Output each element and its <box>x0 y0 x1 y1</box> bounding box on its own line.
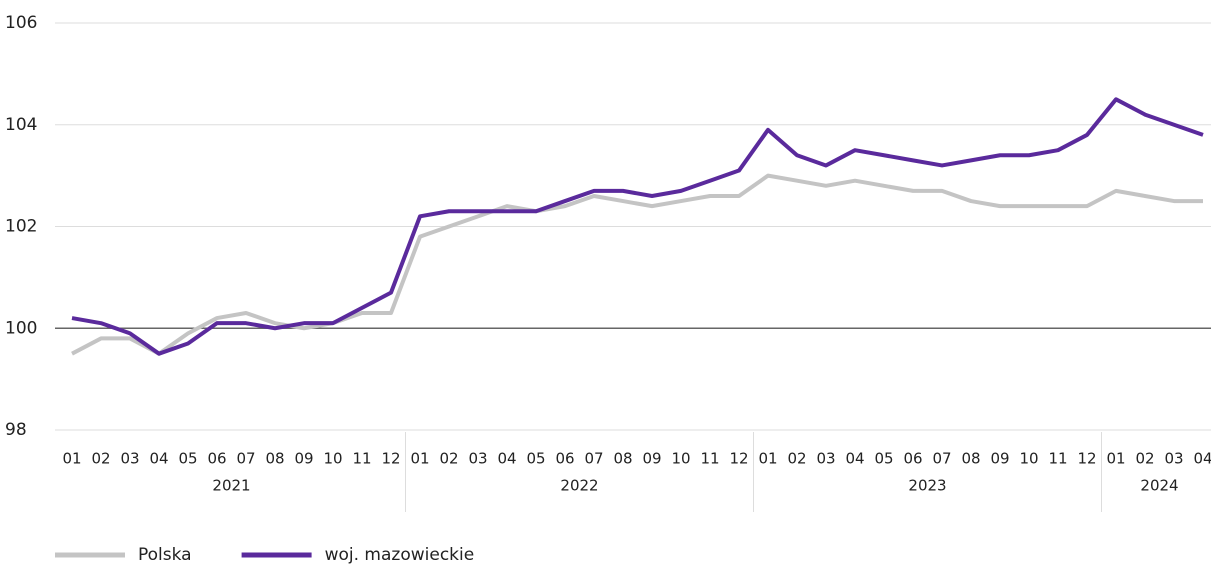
year-label: 2023 <box>908 477 946 495</box>
x-tick-label: 03 <box>120 450 139 468</box>
x-tick-label: 06 <box>207 450 226 468</box>
x-tick-label: 02 <box>91 450 110 468</box>
x-tick-label: 06 <box>903 450 922 468</box>
x-tick-label: 04 <box>845 450 864 468</box>
x-tick-label: 12 <box>729 450 748 468</box>
x-tick-label: 07 <box>236 450 255 468</box>
x-tick-label: 04 <box>1193 450 1211 468</box>
legend-label: Polska <box>138 545 192 564</box>
y-tick-label: 100 <box>5 318 37 338</box>
x-tick-label: 02 <box>439 450 458 468</box>
legend-label: woj. mazowieckie <box>325 545 475 564</box>
year-label: 2021 <box>212 477 250 495</box>
y-tick-label: 104 <box>5 115 37 135</box>
x-tick-label: 04 <box>497 450 516 468</box>
x-tick-label: 09 <box>642 450 661 468</box>
x-tick-label: 02 <box>787 450 806 468</box>
year-label: 2022 <box>560 477 598 495</box>
x-tick-label: 01 <box>410 450 429 468</box>
y-tick-label: 102 <box>5 217 37 237</box>
x-tick-label: 11 <box>700 450 719 468</box>
x-tick-label: 08 <box>265 450 284 468</box>
x-tick-label: 08 <box>613 450 632 468</box>
x-tick-label: 06 <box>555 450 574 468</box>
x-tick-label: 10 <box>323 450 342 468</box>
x-tick-label: 01 <box>1106 450 1125 468</box>
x-tick-label: 03 <box>816 450 835 468</box>
x-tick-label: 03 <box>468 450 487 468</box>
x-tick-label: 07 <box>584 450 603 468</box>
x-tick-label: 04 <box>149 450 168 468</box>
x-tick-label: 07 <box>932 450 951 468</box>
y-tick-label: 98 <box>5 420 27 440</box>
x-tick-label: 05 <box>526 450 545 468</box>
x-tick-label: 12 <box>1077 450 1096 468</box>
x-tick-label: 10 <box>1019 450 1038 468</box>
x-tick-label: 05 <box>178 450 197 468</box>
x-tick-label: 03 <box>1164 450 1183 468</box>
x-tick-label: 01 <box>62 450 81 468</box>
year-label: 2024 <box>1140 477 1178 495</box>
x-tick-label: 10 <box>671 450 690 468</box>
x-tick-label: 05 <box>874 450 893 468</box>
x-tick-label: 09 <box>990 450 1009 468</box>
x-tick-label: 09 <box>294 450 313 468</box>
x-tick-label: 01 <box>758 450 777 468</box>
x-tick-label: 12 <box>381 450 400 468</box>
series-line <box>71 173 1203 356</box>
x-tick-label: 11 <box>1048 450 1067 468</box>
y-tick-label: 106 <box>5 13 37 33</box>
x-tick-label: 11 <box>352 450 371 468</box>
x-tick-label: 02 <box>1135 450 1154 468</box>
x-tick-label: 08 <box>961 450 980 468</box>
series-line <box>71 97 1204 356</box>
